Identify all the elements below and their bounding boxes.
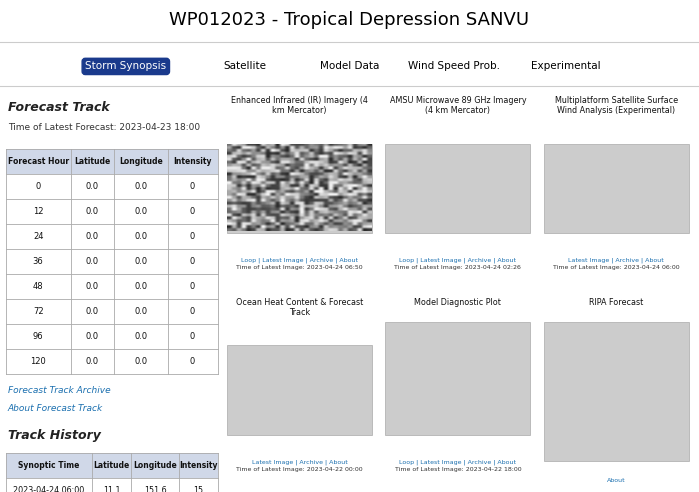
Text: Model Data: Model Data (320, 62, 379, 71)
Text: Forecast Hour: Forecast Hour (8, 157, 69, 166)
Text: Loop | Latest Image | Archive | About: Loop | Latest Image | Archive | About (241, 257, 358, 263)
Text: AMSU Microwave 89 GHz Imagery
(4 km Mercator): AMSU Microwave 89 GHz Imagery (4 km Merc… (389, 96, 526, 116)
Text: Intensity: Intensity (179, 461, 218, 470)
Text: 0: 0 (189, 307, 194, 316)
Text: 0.0: 0.0 (86, 307, 99, 316)
Text: 0.0: 0.0 (86, 332, 99, 341)
Text: Time of Latest Image: 2023-04-24 06:50: Time of Latest Image: 2023-04-24 06:50 (236, 265, 363, 270)
Text: 0.0: 0.0 (86, 282, 99, 291)
Text: 12: 12 (33, 207, 43, 216)
Text: 120: 120 (30, 357, 46, 366)
Text: 48: 48 (33, 282, 43, 291)
Text: 11.1: 11.1 (103, 486, 121, 492)
FancyBboxPatch shape (544, 144, 689, 233)
Text: 0.0: 0.0 (86, 182, 99, 191)
Text: 0: 0 (189, 182, 194, 191)
Text: Longitude: Longitude (120, 157, 163, 166)
Text: 36: 36 (33, 257, 43, 266)
Text: Intensity: Intensity (173, 157, 211, 166)
Text: 0.0: 0.0 (86, 357, 99, 366)
Text: Synoptic Time: Synoptic Time (18, 461, 80, 470)
Text: 0.0: 0.0 (134, 182, 147, 191)
Text: Forecast Track Archive: Forecast Track Archive (8, 386, 110, 395)
Text: Loop | Latest Image | Archive | About
Time of Latest Image: 2023-04-22 18:00: Loop | Latest Image | Archive | About Ti… (0, 491, 1, 492)
Text: About Forecast Track: About Forecast Track (8, 404, 103, 413)
Text: About: About (607, 478, 626, 483)
Text: 0.0: 0.0 (134, 307, 147, 316)
Text: Latest Image | Archive | About: Latest Image | Archive | About (568, 257, 664, 263)
Text: Latitude: Latitude (74, 157, 110, 166)
Text: 0: 0 (189, 357, 194, 366)
Text: 151.6: 151.6 (144, 486, 166, 492)
Text: Time of Latest Image: 2023-04-22 00:00: Time of Latest Image: 2023-04-22 00:00 (236, 466, 363, 472)
Text: Loop | Latest Image | Archive | About
Time of Latest Image: 2023-04-24 02:26: Loop | Latest Image | Archive | About Ti… (0, 491, 1, 492)
Text: 0.0: 0.0 (134, 257, 147, 266)
Text: Latest Image | Archive | About
Time of Latest Image: 2023-04-24 06:00: Latest Image | Archive | About Time of L… (0, 491, 1, 492)
Text: Wind Speed Prob.: Wind Speed Prob. (408, 62, 500, 71)
Text: Loop | Latest Image | Archive | About
Time of Latest Image: 2023-04-24 06:50: Loop | Latest Image | Archive | About Ti… (0, 491, 1, 492)
Text: 96: 96 (33, 332, 43, 341)
Text: Time of Latest Forecast: 2023-04-23 18:00: Time of Latest Forecast: 2023-04-23 18:0… (8, 123, 200, 132)
FancyBboxPatch shape (227, 345, 372, 435)
Text: Track History: Track History (8, 429, 101, 442)
Text: 0: 0 (189, 207, 194, 216)
Text: Model Diagnostic Plot: Model Diagnostic Plot (415, 298, 501, 307)
Text: Latest Image | Archive | About: Latest Image | Archive | About (252, 459, 347, 464)
Text: 0.0: 0.0 (134, 282, 147, 291)
Text: 0: 0 (189, 232, 194, 241)
Text: 0.0: 0.0 (134, 232, 147, 241)
Text: Latest Image | Archive | About
Time of Latest Image: 2023-04-22 00:00: Latest Image | Archive | About Time of L… (0, 491, 1, 492)
FancyBboxPatch shape (6, 453, 218, 478)
Text: Latitude: Latitude (94, 461, 130, 470)
Text: 0.0: 0.0 (86, 257, 99, 266)
FancyBboxPatch shape (6, 149, 218, 174)
Text: 0.0: 0.0 (86, 232, 99, 241)
Text: 0.0: 0.0 (86, 207, 99, 216)
Text: Experimental: Experimental (531, 62, 601, 71)
Text: 0.0: 0.0 (134, 207, 147, 216)
FancyBboxPatch shape (544, 322, 689, 461)
Text: Loop | Latest Image | Archive | About: Loop | Latest Image | Archive | About (399, 257, 517, 263)
Text: 0.0: 0.0 (134, 357, 147, 366)
FancyBboxPatch shape (227, 144, 372, 233)
Text: 15: 15 (194, 486, 203, 492)
Text: 0.0: 0.0 (134, 332, 147, 341)
Text: 72: 72 (33, 307, 43, 316)
Text: Satellite: Satellite (223, 62, 266, 71)
FancyBboxPatch shape (385, 322, 531, 435)
Text: 0: 0 (189, 282, 194, 291)
Text: Ocean Heat Content & Forecast
Track: Ocean Heat Content & Forecast Track (236, 298, 363, 317)
Text: Time of Latest Image: 2023-04-24 02:26: Time of Latest Image: 2023-04-24 02:26 (394, 265, 521, 270)
Text: 2023-04-24 06:00: 2023-04-24 06:00 (13, 486, 85, 492)
Text: 24: 24 (33, 232, 43, 241)
Text: Time of Latest Image: 2023-04-22 18:00: Time of Latest Image: 2023-04-22 18:00 (394, 466, 521, 472)
Text: 0: 0 (189, 257, 194, 266)
Text: Forecast Track: Forecast Track (8, 101, 110, 114)
Text: 0: 0 (36, 182, 41, 191)
Text: Storm Synopsis: Storm Synopsis (85, 62, 166, 71)
Text: Longitude: Longitude (134, 461, 177, 470)
Text: Enhanced Infrared (IR) Imagery (4
km Mercator): Enhanced Infrared (IR) Imagery (4 km Mer… (231, 96, 368, 116)
Text: RIPA Forecast: RIPA Forecast (589, 298, 643, 307)
Text: 0: 0 (189, 332, 194, 341)
Text: Time of Latest Image: 2023-04-24 06:00: Time of Latest Image: 2023-04-24 06:00 (553, 265, 679, 270)
Text: About: About (0, 491, 1, 492)
Text: Multiplatform Satellite Surface
Wind Analysis (Experimental): Multiplatform Satellite Surface Wind Ana… (555, 96, 678, 116)
Text: WP012023 - Tropical Depression SANVU: WP012023 - Tropical Depression SANVU (169, 11, 530, 29)
Text: Loop | Latest Image | Archive | About: Loop | Latest Image | Archive | About (399, 459, 517, 464)
FancyBboxPatch shape (385, 144, 531, 233)
